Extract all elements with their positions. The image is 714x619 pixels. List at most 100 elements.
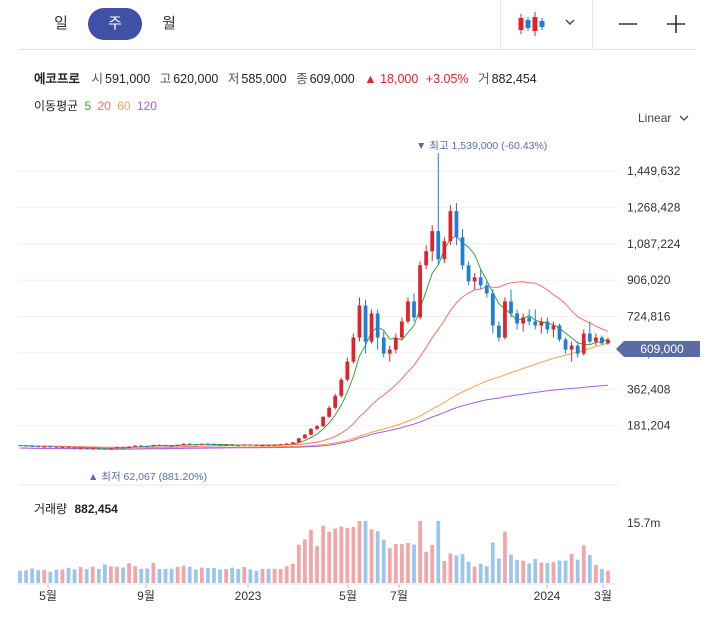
candle-body — [503, 301, 507, 338]
plus-icon — [667, 15, 685, 33]
candle-body — [187, 443, 192, 445]
volume-bar — [296, 544, 301, 583]
candle-body — [218, 444, 222, 446]
scale-label: Linear — [638, 111, 672, 125]
toolbar-divider — [592, 0, 593, 49]
stock-name: 에코프로 — [34, 72, 81, 86]
price-chart[interactable]: 1,449,632 1,268,428 1,087,224 906,020 724,81… — [0, 130, 714, 619]
chart-type-button[interactable] — [512, 8, 592, 40]
volume-bar — [460, 554, 465, 583]
candle-body — [575, 345, 580, 354]
candle-body — [593, 337, 598, 342]
volume-bar — [357, 521, 362, 583]
volume-bar — [545, 563, 550, 583]
volume-bar — [587, 554, 592, 583]
price-tick-label: 724,816 — [627, 310, 671, 324]
volume-bar — [406, 543, 410, 583]
candle-body — [357, 305, 362, 338]
volume-bar — [472, 566, 477, 583]
zoom-in-button[interactable] — [658, 8, 694, 40]
price-tick-label: 1,449,632 — [627, 164, 681, 178]
candle-body — [545, 321, 550, 330]
candle-body — [139, 445, 144, 447]
ma-120-line — [19, 384, 609, 450]
candle-body — [339, 379, 344, 396]
candle-body — [242, 444, 247, 446]
low-value: 585,000 — [241, 72, 287, 86]
candle-body — [72, 447, 77, 449]
candle-body — [363, 305, 368, 342]
close-label: 종 — [296, 72, 308, 86]
volume-bar — [539, 562, 544, 583]
toolbar-bottom-border — [18, 49, 696, 50]
candle-body — [393, 337, 398, 350]
candle-body — [163, 445, 168, 447]
volume-bar — [90, 566, 95, 583]
candle-body — [539, 321, 544, 326]
candle-body — [466, 265, 471, 282]
candle-body — [563, 339, 568, 350]
candle-body — [290, 442, 295, 444]
candle-body — [175, 444, 180, 446]
candle-body — [121, 447, 125, 449]
volume-bar — [327, 531, 332, 583]
candle-body — [381, 337, 386, 354]
volume-bar — [515, 560, 519, 583]
candle-body — [533, 321, 538, 326]
candle-body — [527, 317, 532, 322]
volume-bar — [551, 562, 556, 583]
volume-bar — [163, 569, 168, 583]
ma-20-line — [19, 281, 609, 448]
toolbar: 일 주 월 — [0, 0, 714, 50]
ma-20: 20 — [97, 99, 111, 113]
candle-body — [181, 443, 186, 445]
volume-bar — [278, 569, 283, 583]
candle-body — [145, 445, 150, 447]
volume-bar — [454, 555, 459, 583]
candlestick-icon — [518, 12, 575, 36]
candle-body — [303, 434, 307, 439]
candle-body — [18, 445, 22, 447]
volume-bar — [60, 569, 65, 583]
volume-bar — [66, 567, 71, 583]
candle-body — [224, 444, 228, 446]
open-label: 시 — [91, 72, 104, 86]
volume-bar — [72, 569, 77, 583]
zoom-out-button[interactable] — [610, 8, 646, 40]
volume-bar — [333, 528, 338, 583]
candle-body — [460, 237, 465, 266]
volume-bar — [503, 531, 507, 583]
candle-body — [557, 325, 562, 340]
volume-bar — [24, 570, 28, 583]
volume-bar — [606, 570, 610, 583]
tab-week[interactable]: 주 — [88, 8, 142, 40]
candle-body — [48, 446, 53, 448]
minus-icon — [619, 23, 637, 25]
volume-bar — [309, 529, 313, 583]
candle-body — [115, 447, 119, 449]
candle-body — [484, 285, 489, 294]
volume-bar — [48, 571, 53, 583]
candle-body — [199, 443, 204, 445]
candle-body — [36, 446, 41, 448]
volume-bar — [206, 568, 210, 583]
volume-bar — [266, 569, 271, 583]
volume-bar — [400, 544, 404, 583]
candle-body — [109, 448, 113, 450]
candle-body — [193, 444, 198, 446]
time-tick-label: 5월 — [39, 589, 57, 603]
volume-bar — [181, 565, 186, 583]
price-tick-label: 1,087,224 — [627, 237, 681, 251]
change-value: ▲ 18,000 — [364, 72, 419, 86]
tab-month[interactable]: 월 — [162, 15, 176, 32]
candle-body — [606, 339, 610, 344]
time-tick-label: 2024 — [534, 589, 561, 603]
price-tick-label: 906,020 — [627, 273, 671, 287]
volume-bar — [369, 529, 374, 583]
volume-bars: 15.7m — [18, 516, 660, 583]
tab-day[interactable]: 일 — [54, 15, 68, 32]
scale-dropdown[interactable]: Linear — [638, 111, 689, 125]
candle-body — [272, 444, 277, 446]
candle-body — [151, 444, 156, 447]
volume-bar — [157, 569, 162, 583]
